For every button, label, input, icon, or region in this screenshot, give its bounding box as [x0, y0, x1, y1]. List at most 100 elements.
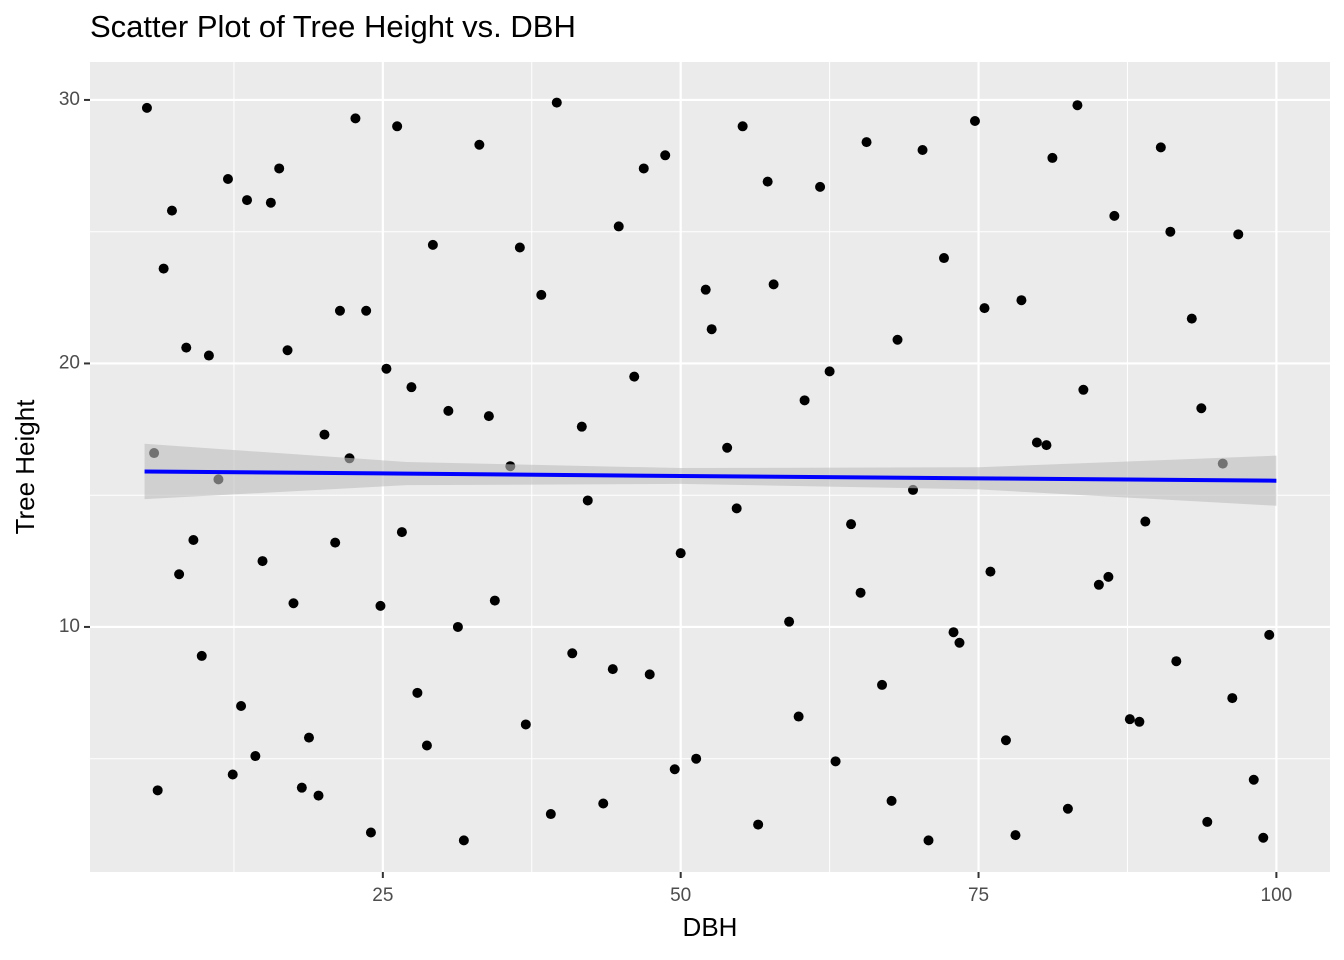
- point: [1078, 384, 1089, 395]
- point: [753, 819, 764, 830]
- point: [886, 795, 897, 806]
- point: [675, 548, 686, 559]
- point: [288, 598, 299, 609]
- point: [1000, 735, 1011, 746]
- point: [722, 442, 733, 453]
- point: [582, 495, 593, 506]
- point: [576, 421, 587, 432]
- point: [1171, 656, 1182, 667]
- point: [1248, 774, 1259, 785]
- point: [1124, 714, 1135, 725]
- point: [892, 334, 903, 345]
- point: [567, 648, 578, 659]
- point: [227, 769, 238, 780]
- point: [334, 305, 345, 316]
- point: [824, 366, 835, 377]
- point: [427, 239, 438, 250]
- point: [396, 527, 407, 538]
- x-tick-label: 75: [968, 885, 989, 906]
- point: [242, 195, 253, 206]
- point: [196, 650, 207, 661]
- point: [520, 719, 531, 730]
- point: [421, 740, 432, 751]
- point: [917, 145, 928, 156]
- point: [877, 679, 888, 690]
- point: [1196, 403, 1207, 414]
- point: [141, 102, 152, 113]
- point: [1109, 210, 1120, 221]
- point: [1264, 629, 1275, 640]
- point: [948, 627, 959, 638]
- point: [737, 121, 748, 132]
- point: [361, 305, 372, 316]
- point: [536, 289, 547, 300]
- point: [514, 242, 525, 253]
- point: [731, 503, 742, 514]
- point: [545, 809, 556, 820]
- point: [793, 711, 804, 722]
- point: [1233, 229, 1244, 240]
- point: [483, 411, 494, 422]
- point: [1010, 830, 1021, 841]
- point: [412, 687, 423, 698]
- point: [365, 827, 376, 838]
- point: [188, 534, 199, 545]
- point: [319, 429, 330, 440]
- point: [313, 790, 324, 801]
- point: [1186, 313, 1197, 324]
- point: [551, 97, 562, 108]
- point: [969, 116, 980, 127]
- point: [443, 405, 454, 416]
- point: [1093, 579, 1104, 590]
- x-tick-label: 50: [670, 885, 691, 906]
- point: [691, 753, 702, 764]
- point: [282, 345, 293, 356]
- point: [152, 785, 163, 796]
- point: [330, 537, 341, 548]
- point: [452, 621, 463, 632]
- point: [250, 751, 261, 762]
- point: [700, 284, 711, 295]
- point: [1258, 832, 1269, 843]
- point: [660, 150, 671, 161]
- point: [1062, 803, 1073, 814]
- point: [1140, 516, 1151, 527]
- point: [174, 569, 185, 580]
- point: [985, 566, 996, 577]
- point: [1047, 152, 1058, 163]
- point: [768, 279, 779, 290]
- point: [669, 764, 680, 775]
- point: [762, 176, 773, 187]
- point: [613, 221, 624, 232]
- point: [458, 835, 469, 846]
- point: [954, 637, 965, 648]
- point: [815, 181, 826, 192]
- y-tick-label: 30: [59, 89, 80, 110]
- point: [474, 139, 485, 150]
- point: [203, 350, 214, 361]
- point: [181, 342, 192, 353]
- x-tick-label: 100: [1261, 885, 1293, 906]
- point: [830, 756, 841, 767]
- point: [392, 121, 403, 132]
- point: [644, 669, 655, 680]
- point: [1134, 716, 1145, 727]
- point: [1072, 100, 1083, 111]
- point: [1041, 440, 1052, 451]
- point: [166, 205, 177, 216]
- point: [1155, 142, 1166, 153]
- point: [855, 587, 866, 598]
- point: [784, 616, 795, 627]
- point: [350, 113, 361, 124]
- point: [1031, 437, 1042, 448]
- point: [1103, 571, 1114, 582]
- point: [938, 253, 949, 264]
- point: [1016, 295, 1027, 306]
- point: [923, 835, 934, 846]
- point: [236, 700, 247, 711]
- x-axis-label: DBH: [683, 912, 738, 942]
- point: [375, 600, 386, 611]
- point: [265, 197, 276, 208]
- point: [638, 163, 649, 174]
